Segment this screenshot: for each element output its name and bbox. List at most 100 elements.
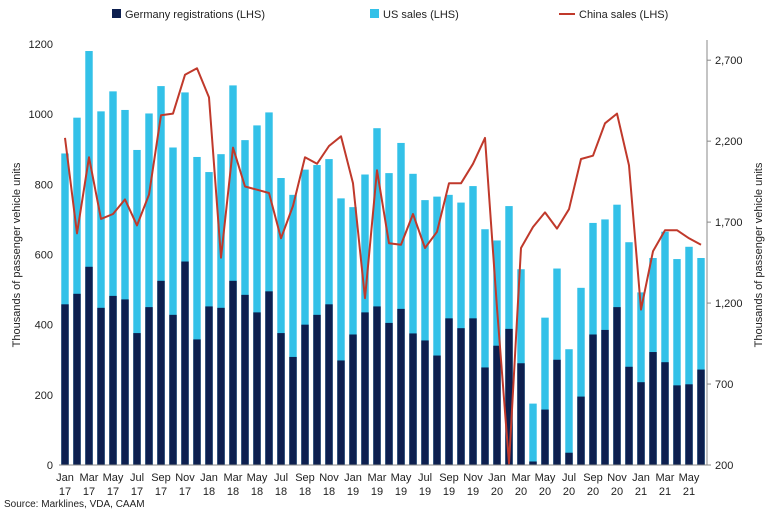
germany-bar xyxy=(373,306,381,465)
germany-bar xyxy=(181,261,189,465)
us-bar xyxy=(337,198,345,465)
x-tick-label-year: 20 xyxy=(515,486,527,498)
x-tick-label-month: May xyxy=(247,472,268,484)
germany-bar xyxy=(697,369,705,465)
y-axis-title-left: Thousands of passenger vehicle units xyxy=(11,162,23,347)
us-bar xyxy=(169,147,177,465)
bars xyxy=(61,51,705,466)
us-bar xyxy=(229,85,237,466)
x-tick-label-year: 17 xyxy=(59,486,71,498)
germany-bar xyxy=(229,280,237,465)
germany-bar xyxy=(169,314,177,465)
x-tick-label-year: 19 xyxy=(347,486,359,498)
x-tick-label-month: Sep xyxy=(295,472,315,484)
x-tick-label-year: 21 xyxy=(659,486,671,498)
germany-bar xyxy=(409,333,417,465)
us-bar xyxy=(421,200,429,465)
x-tick-label-month: Jul xyxy=(418,472,432,484)
x-tick-label-month: Mar xyxy=(80,472,99,484)
x-tick-label-month: Nov xyxy=(175,472,195,484)
x-tick-label-month: May xyxy=(535,472,556,484)
x-tick-label-year: 17 xyxy=(107,486,119,498)
x-tick-label-month: Sep xyxy=(583,472,603,484)
germany-bar xyxy=(193,339,201,465)
legend: Germany registrations (LHS) US sales (LHS… xyxy=(112,9,668,21)
x-tick-label-month: Sep xyxy=(151,472,171,484)
x-tick-label-month: Jan xyxy=(632,472,650,484)
us-bar xyxy=(121,109,129,465)
us-bar xyxy=(481,229,489,465)
germany-bar xyxy=(541,409,549,465)
germany-bar xyxy=(157,280,165,465)
y-tick-label-left: 800 xyxy=(35,179,53,191)
x-tick-label-month: Mar xyxy=(224,472,243,484)
germany-bar xyxy=(205,306,213,465)
us-bar xyxy=(277,178,285,466)
us-bar xyxy=(301,169,309,465)
us-bar xyxy=(397,142,405,465)
us-bar xyxy=(385,173,393,465)
germany-bar xyxy=(253,312,261,465)
us-bar xyxy=(253,125,261,465)
x-tick-label-month: Nov xyxy=(607,472,627,484)
china-sales-line xyxy=(64,67,702,465)
legend-label-china: China sales (LHS) xyxy=(579,9,668,21)
germany-bar xyxy=(493,345,501,465)
us-bar xyxy=(529,403,537,465)
y-tick-label-right: 2,200 xyxy=(715,136,743,148)
us-bar xyxy=(157,86,165,465)
germany-bar xyxy=(145,307,153,465)
us-bar xyxy=(145,113,153,465)
germany-bar xyxy=(445,318,453,465)
us-bar xyxy=(625,242,633,465)
germany-bar xyxy=(73,293,81,465)
y-tick-label-left: 0 xyxy=(47,460,53,472)
germany-bar xyxy=(265,291,273,465)
germany-bar xyxy=(361,312,369,465)
germany-bar xyxy=(277,333,285,465)
germany-bar xyxy=(397,308,405,465)
germany-bar xyxy=(433,355,441,465)
germany-bar xyxy=(457,328,465,465)
x-tick-label-month: Jul xyxy=(274,472,288,484)
x-tick-label-month: Sep xyxy=(439,472,459,484)
us-bar xyxy=(577,287,585,465)
x-tick-label-month: Jan xyxy=(56,472,74,484)
y-tick-label-right: 700 xyxy=(715,379,733,391)
germany-bar xyxy=(685,384,693,465)
germany-bar xyxy=(625,366,633,465)
x-tick-label-month: May xyxy=(679,472,700,484)
germany-bar xyxy=(601,329,609,465)
x-tick-label-year: 20 xyxy=(611,486,623,498)
legend-label-us: US sales (LHS) xyxy=(383,9,459,21)
x-tick-label-year: 21 xyxy=(683,486,695,498)
germany-bar xyxy=(613,307,621,465)
x-tick-label-month: May xyxy=(391,472,412,484)
germany-bar xyxy=(565,452,573,465)
germany-bar xyxy=(505,328,513,465)
germany-bar xyxy=(133,333,141,465)
germany-bar xyxy=(421,340,429,465)
x-tick-label-year: 18 xyxy=(203,486,215,498)
x-tick-label-year: 18 xyxy=(323,486,335,498)
axes: 0 200 400 600 800 1000 1200 200 700 1,200 1,700 2,2… xyxy=(29,39,743,498)
x-tick-label-year: 17 xyxy=(155,486,167,498)
y-tick-label-left: 200 xyxy=(35,390,53,402)
germany-bar xyxy=(529,461,537,465)
germany-bar xyxy=(637,382,645,465)
us-bar xyxy=(433,196,441,466)
x-tick-label-year: 17 xyxy=(179,486,191,498)
germany-bar xyxy=(517,363,525,465)
y-tick-label-left: 600 xyxy=(35,250,53,262)
us-bar xyxy=(85,51,93,466)
germany-bar xyxy=(469,318,477,465)
x-tick-label-year: 18 xyxy=(251,486,263,498)
us-bar xyxy=(97,111,105,466)
germany-bar xyxy=(553,359,561,465)
x-tick-label-month: Jan xyxy=(344,472,362,484)
us-bar xyxy=(661,231,669,465)
germany-bar xyxy=(481,367,489,465)
x-tick-label-year: 20 xyxy=(587,486,599,498)
legend-swatch-us xyxy=(370,9,379,18)
us-bar xyxy=(373,128,381,465)
